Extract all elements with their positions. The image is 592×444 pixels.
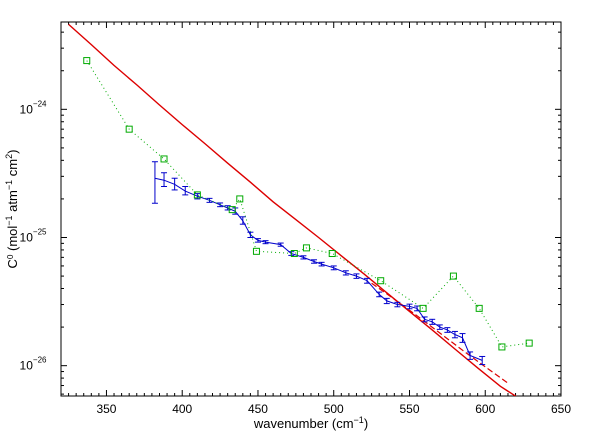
y-tick-mantissa: 10: [20, 102, 34, 116]
green-square-point: [83, 57, 91, 65]
y-tick-label: 10−25: [20, 227, 47, 244]
y-label-part: ): [5, 150, 20, 154]
red-curve: [68, 23, 517, 396]
green-square-point: [449, 272, 457, 280]
blue-curve: [154, 177, 483, 361]
y-tick-exponent: −26: [33, 356, 47, 365]
x-tick-label: 600: [475, 402, 495, 416]
y-tick-mantissa: 10: [20, 230, 34, 244]
green-square-point: [498, 343, 506, 351]
y-tick-exponent: −25: [33, 227, 47, 236]
y-label-part: 0: [6, 254, 15, 259]
x-tick-label: 450: [248, 402, 268, 416]
green-square-point: [419, 304, 427, 312]
y-axis-label: C0 (mol−1 atm−1 cm2): [4, 150, 20, 269]
green-square-point: [328, 250, 336, 258]
y-label-part: 2: [4, 154, 14, 159]
x-tick-label: 650: [551, 402, 571, 416]
plot-frame: [60, 21, 562, 397]
green-square-point: [252, 247, 260, 255]
series-layer: [68, 23, 533, 396]
y-label-part: −1: [4, 180, 14, 190]
green-square-point: [377, 277, 385, 285]
x-tick-label: 550: [399, 402, 419, 416]
y-label-part: cm: [5, 159, 20, 180]
green-square-point: [525, 339, 533, 347]
green-square-point: [193, 191, 201, 199]
y-label-part: atm: [5, 190, 20, 215]
y-tick-exponent: −24: [33, 99, 47, 108]
y-label-part: −1: [4, 215, 14, 225]
y-label-part: (mol: [5, 226, 20, 255]
x-tick-label: 400: [172, 402, 192, 416]
green-square-point: [302, 244, 310, 252]
x-tick-label: 350: [96, 402, 116, 416]
series-group: [68, 23, 533, 396]
y-tick-mantissa: 10: [20, 359, 34, 373]
green-square-point: [236, 195, 244, 203]
y-label-part: C: [5, 259, 20, 268]
x-axis-label: wavenumber (cm−1): [253, 415, 368, 431]
red-dashed-curve: [371, 282, 509, 384]
y-tick-label: 10−26: [20, 356, 47, 373]
green-square-point: [125, 125, 133, 133]
green-square-point: [475, 304, 483, 312]
green-square-point: [160, 155, 168, 163]
y-tick-label: 10−24: [20, 99, 47, 116]
green-square-point: [228, 206, 236, 214]
green-square-point: [290, 250, 298, 258]
x-tick-label: 500: [324, 402, 344, 416]
